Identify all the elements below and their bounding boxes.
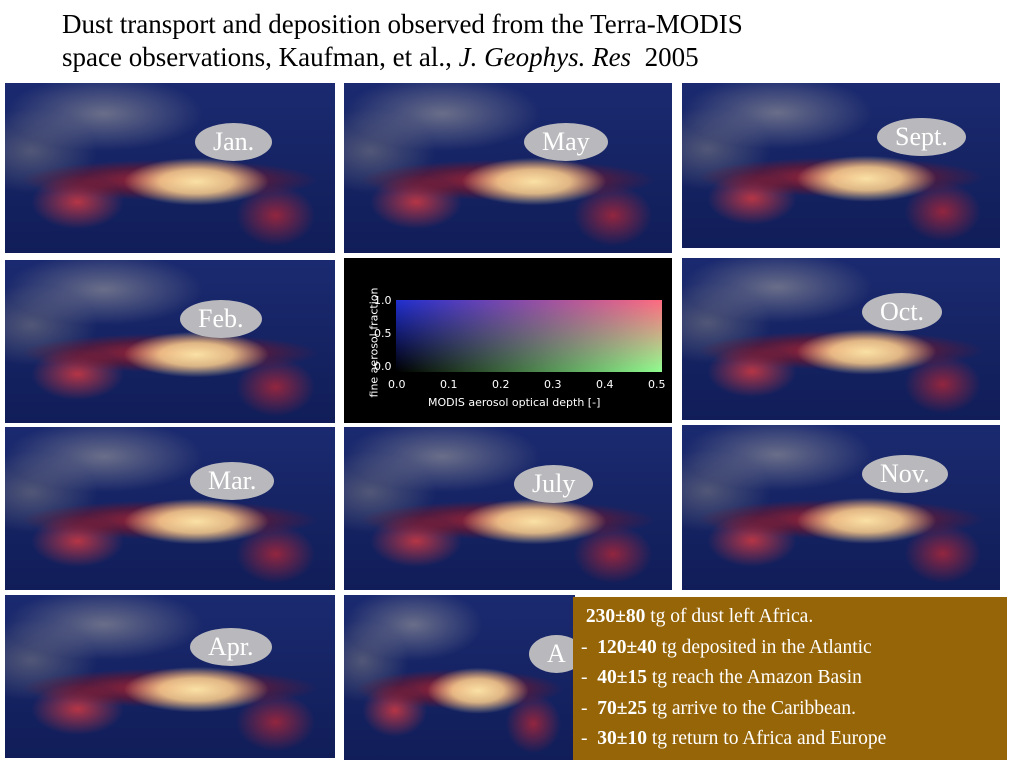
- x-tick-label: 0.2: [492, 378, 510, 391]
- month-label: Oct.: [862, 293, 943, 331]
- month-label: July: [514, 465, 594, 503]
- summary-line: - 70±25 tg arrive to the Caribbean.: [581, 694, 1007, 725]
- x-tick-label: 0.5: [648, 378, 666, 391]
- summary-text: tg deposited in the Atlantic: [661, 636, 872, 658]
- bullet: -: [581, 697, 588, 719]
- month-label: Mar.: [190, 462, 275, 500]
- summary-text: tg of dust left Africa.: [650, 606, 814, 627]
- map-panel: July: [344, 427, 672, 590]
- x-tick-label: 0.0: [388, 378, 406, 391]
- title: Dust transport and deposition observed f…: [62, 8, 743, 74]
- y-tick-label: 0.0: [374, 360, 392, 373]
- summary-line: - 30±10 tg return to Africa and Europe: [581, 724, 1007, 755]
- amount: 30±10: [597, 728, 647, 749]
- map-panel: Mar.: [5, 427, 335, 590]
- month-label: A: [529, 635, 575, 673]
- summary-box: 230±80 tg of dust left Africa. - 120±40 t…: [573, 597, 1007, 760]
- map-panel: Nov.: [682, 425, 1000, 590]
- bullet: -: [581, 728, 588, 749]
- summary-text: tg reach the Amazon Basin: [651, 667, 862, 688]
- amount: 70±25: [597, 697, 647, 719]
- map-panel: Jan.: [5, 83, 335, 253]
- summary-text: tg arrive to the Caribbean.: [651, 697, 856, 719]
- summary-line: 230±80 tg of dust left Africa.: [581, 602, 1007, 633]
- month-label: Nov.: [862, 455, 948, 493]
- month-label: Apr.: [190, 628, 272, 666]
- month-label: Sept.: [877, 118, 966, 156]
- year: 2005: [644, 42, 699, 72]
- summary-text: tg return to Africa and Europe: [651, 728, 887, 749]
- x-tick-label: 0.1: [440, 378, 458, 391]
- bullet: -: [581, 636, 588, 658]
- month-label: Feb.: [180, 300, 262, 338]
- month-label: May: [524, 123, 608, 161]
- x-tick-label: 0.4: [596, 378, 614, 391]
- y-tick-label: 1.0: [374, 294, 392, 307]
- amount: 120±40: [597, 636, 657, 658]
- summary-line: - 40±15 tg reach the Amazon Basin: [581, 663, 1007, 694]
- map-panel: Sept.: [682, 83, 1000, 248]
- x-tick-label: 0.3: [544, 378, 562, 391]
- map-panel: May: [344, 83, 672, 253]
- title-line: space observations, Kaufman, et al., J. …: [62, 41, 743, 74]
- title-text: space observations, Kaufman, et al.,: [62, 42, 452, 72]
- amount: 230±80: [585, 606, 646, 627]
- colorbar-panel: fine aerosol fraction 1.0 0.5 0.0 0.0 0.1 0.2…: [344, 258, 672, 423]
- journal: J. Geophys. Res: [458, 42, 632, 72]
- x-label: MODIS aerosol optical depth [-]: [428, 396, 601, 409]
- map-panel: Apr.: [5, 595, 335, 758]
- summary-line: - 120±40 tg deposited in the Atlantic: [581, 633, 1007, 664]
- y-tick-label: 0.5: [374, 327, 392, 340]
- colorbar-overlay: [396, 300, 662, 372]
- amount: 40±15: [597, 667, 647, 688]
- title-line: Dust transport and deposition observed f…: [62, 9, 743, 39]
- colorbar: [396, 300, 662, 372]
- map-panel: Oct.: [682, 258, 1000, 420]
- map-panel: Feb.: [5, 260, 335, 423]
- month-label: Jan.: [195, 123, 273, 161]
- map-panel: A: [344, 595, 575, 760]
- bullet: -: [581, 667, 588, 688]
